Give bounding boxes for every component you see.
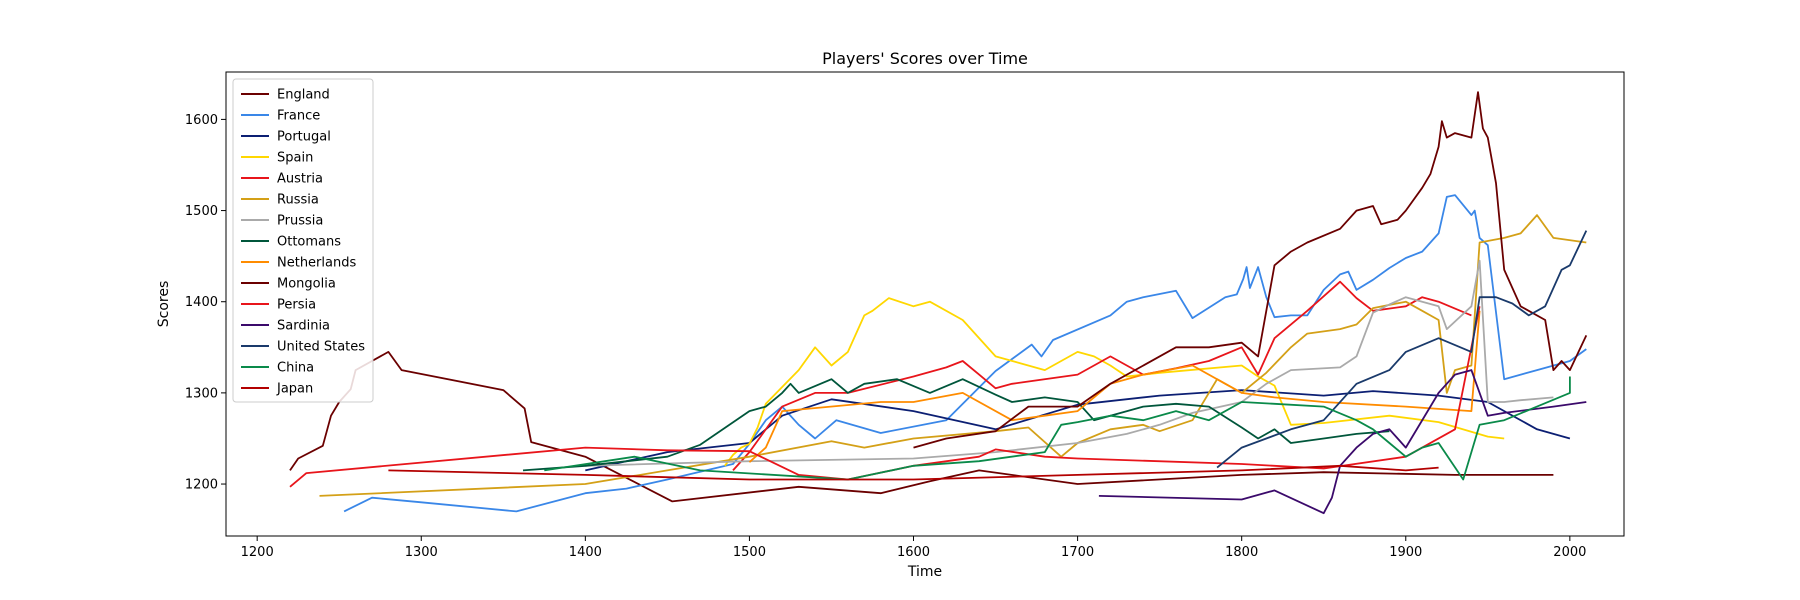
legend-label-ottomans: Ottomans <box>277 235 341 250</box>
legend-label-austria: Austria <box>277 172 323 187</box>
y-tick-label-1200: 1200 <box>185 478 218 493</box>
series-line-ottomans <box>522 378 1390 472</box>
legend-label-france: France <box>277 109 320 124</box>
chart-title: Players' Scores over Time <box>822 49 1028 68</box>
x-tick-label-1200: 1200 <box>241 545 274 560</box>
y-axis: 1200 1300 1400 1500 1600 <box>185 113 226 493</box>
legend: England France Portugal Spain Austria Russia P… <box>232 78 374 403</box>
legend-label-prussia: Prussia <box>277 214 323 229</box>
legend-label-portugal: Portugal <box>277 130 331 145</box>
plot-area: 1200 1300 1400 1500 1600 1700 1800 1900 2000 120… <box>185 71 1625 560</box>
legend-label-russia: Russia <box>277 193 319 208</box>
legend-label-mongolia: Mongolia <box>277 277 336 292</box>
legend-box <box>232 78 374 403</box>
plot-frame <box>225 71 1625 537</box>
series-line-china <box>544 376 1571 481</box>
legend-label-japan: Japan <box>276 382 313 397</box>
legend-label-china: China <box>277 361 314 376</box>
x-tick-label-2000: 2000 <box>1553 545 1586 560</box>
x-tick-label-1400: 1400 <box>569 545 602 560</box>
x-tick-label-1500: 1500 <box>733 545 766 560</box>
y-axis-label: Scores <box>156 281 172 328</box>
x-tick-label-1700: 1700 <box>1061 545 1094 560</box>
y-tick-label-1600: 1600 <box>185 113 218 128</box>
series-lines <box>289 91 1588 515</box>
y-tick-label-1400: 1400 <box>185 295 218 310</box>
series-line-sardinia <box>1098 369 1587 515</box>
y-tick-label-1300: 1300 <box>185 386 218 401</box>
series-line-russia <box>319 214 1587 497</box>
x-tick-label-1900: 1900 <box>1389 545 1422 560</box>
legend-label-persia: Persia <box>277 298 316 313</box>
series-line-prussia <box>585 259 1554 467</box>
x-axis: 1200 1300 1400 1500 1600 1700 1800 1900 2000 <box>241 536 1586 560</box>
series-line-japan <box>388 464 1439 481</box>
legend-label-united-states: United States <box>277 340 365 355</box>
x-axis-label: Time <box>907 564 942 580</box>
x-tick-label-1800: 1800 <box>1225 545 1258 560</box>
legend-label-sardinia: Sardinia <box>277 319 330 334</box>
x-tick-label-1300: 1300 <box>405 545 438 560</box>
series-line-france <box>343 194 1587 513</box>
series-line-spain <box>724 297 1505 467</box>
series-line-netherlands <box>748 310 1481 463</box>
series-line-mongolia <box>913 91 1588 449</box>
series-line-persia <box>289 306 1481 488</box>
series-line-united-states <box>1216 230 1588 469</box>
y-tick-label-1500: 1500 <box>185 204 218 219</box>
legend-label-spain: Spain <box>277 151 313 166</box>
legend-label-england: England <box>277 88 330 103</box>
x-tick-label-1600: 1600 <box>897 545 930 560</box>
legend-label-netherlands: Netherlands <box>277 256 356 271</box>
